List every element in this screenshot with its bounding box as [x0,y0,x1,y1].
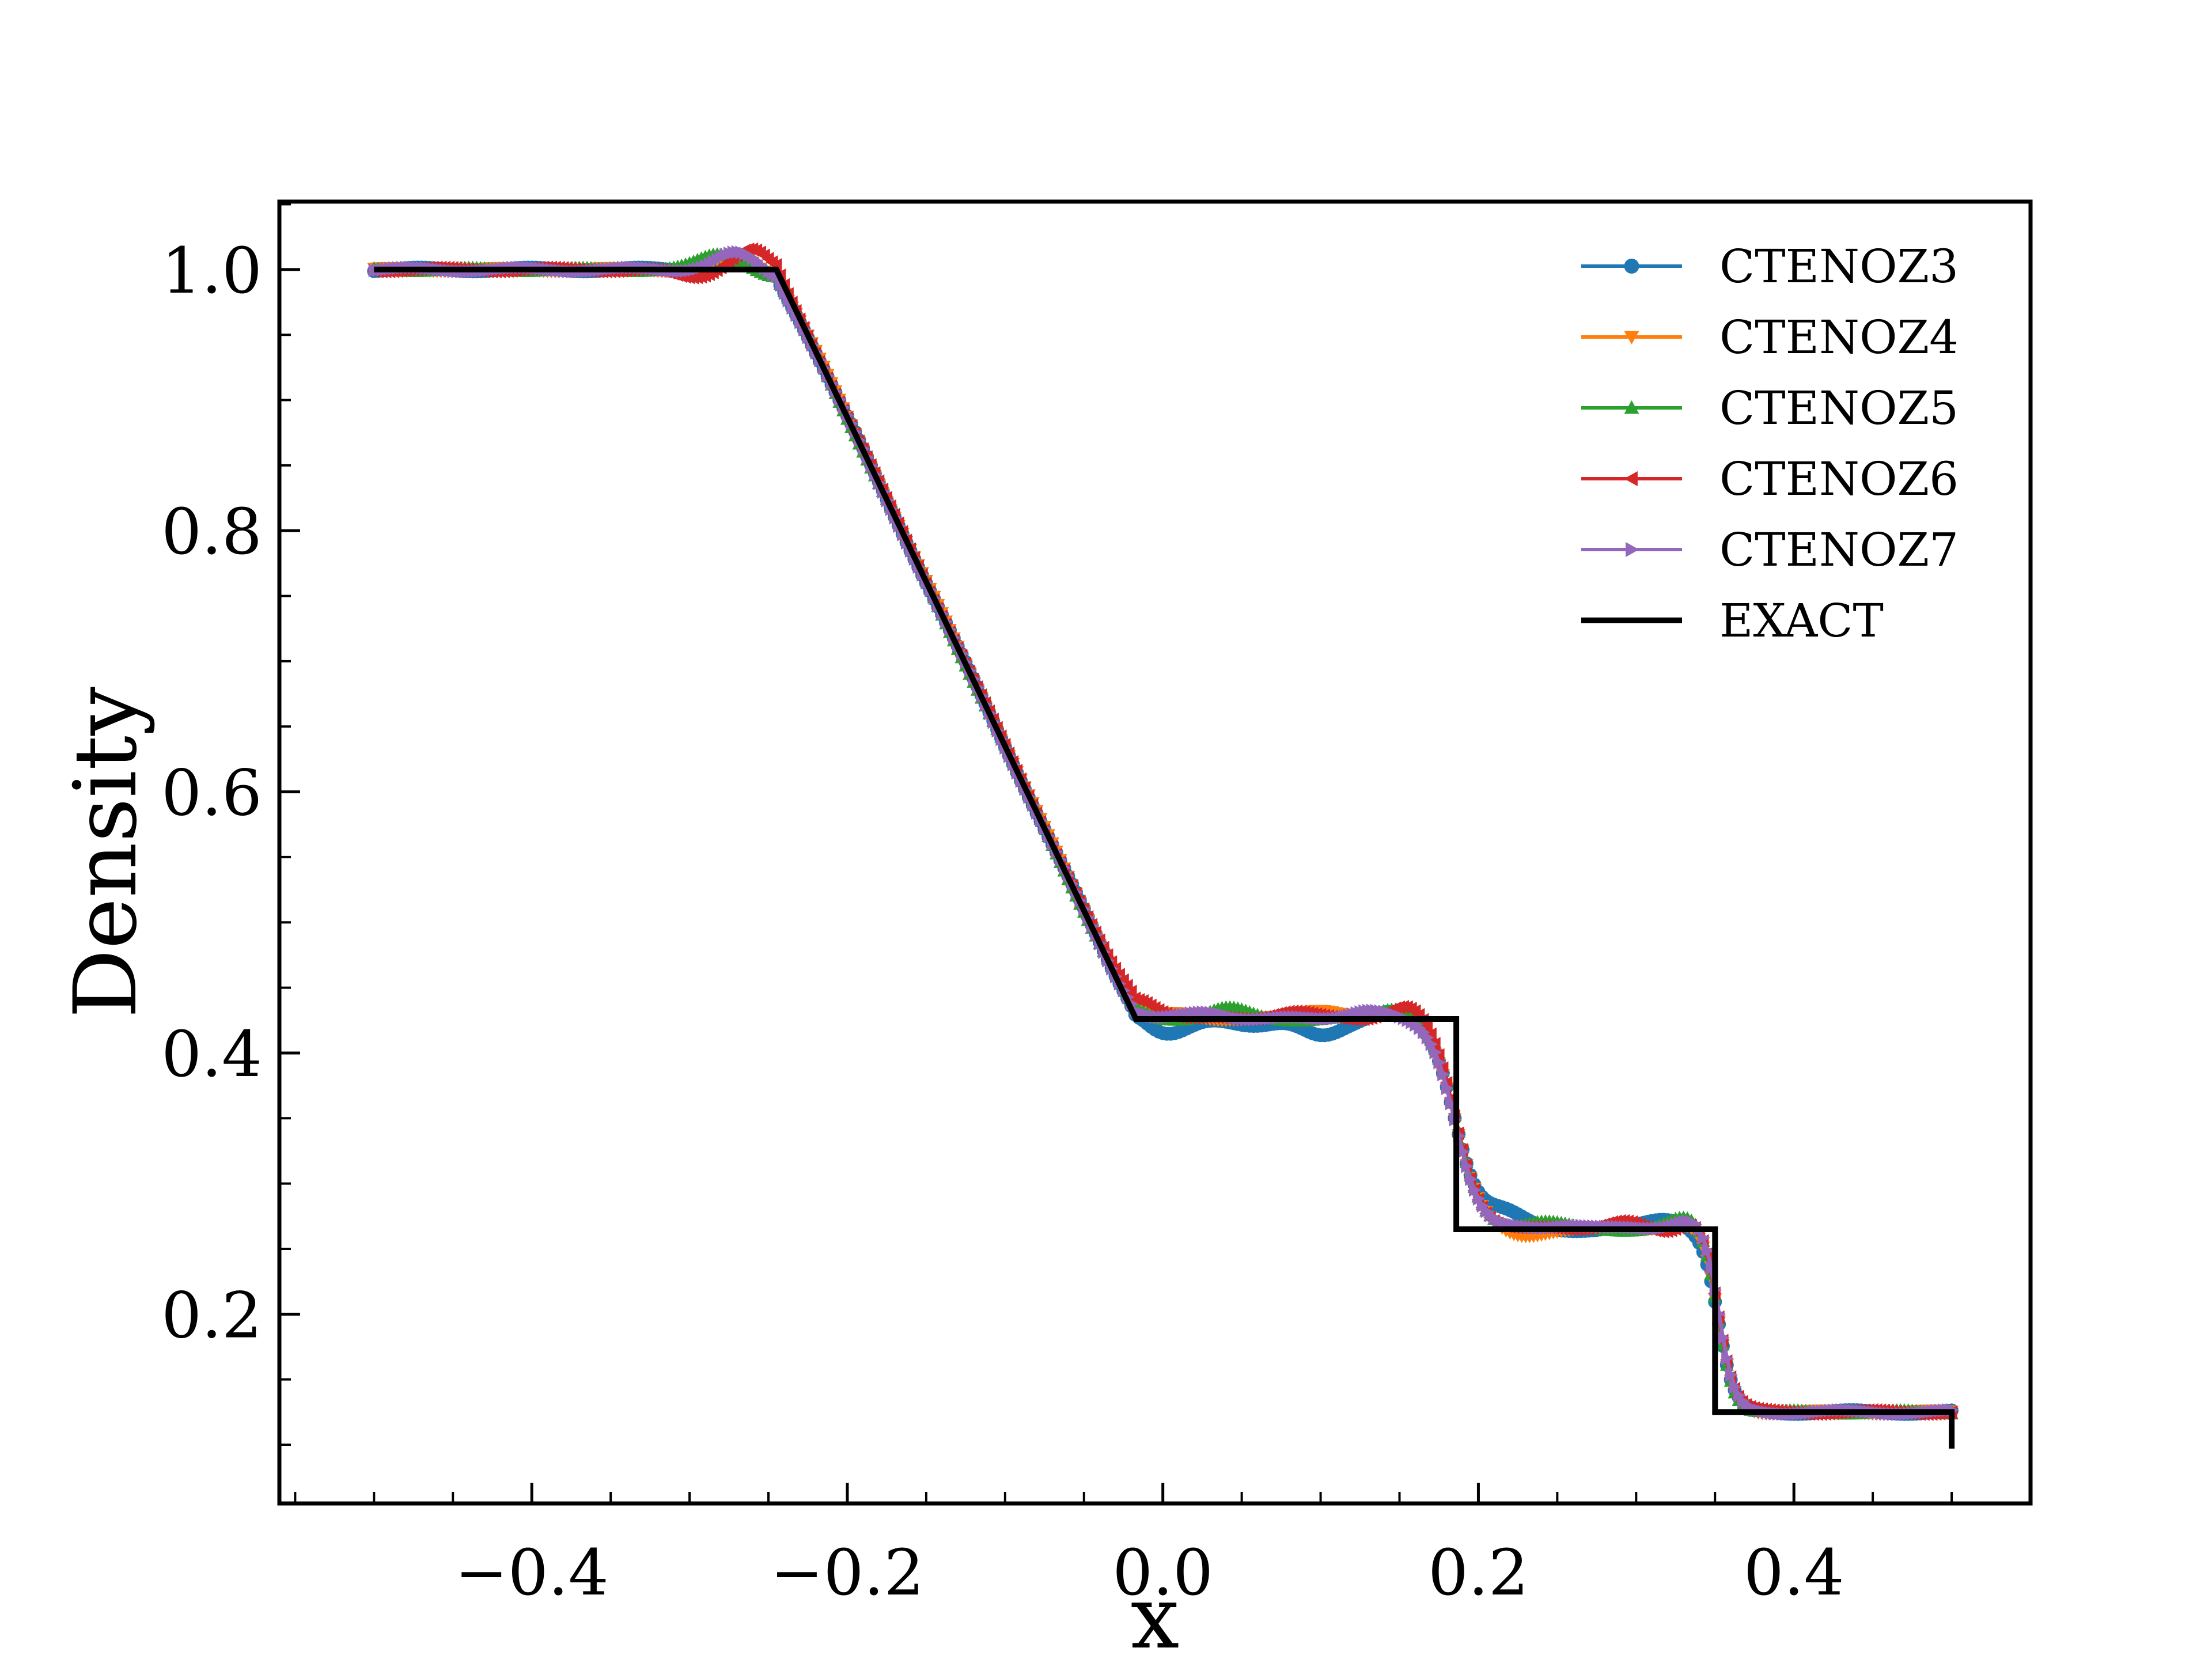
data-point [1429,1046,1442,1060]
x-tick-label: 0.2 [1428,1536,1529,1609]
x-tick-label: 0.0 [1112,1536,1213,1609]
axes-frame [277,199,2033,1506]
legend-label: CTENOZ4 [1719,310,1959,364]
y-tick-label: 0.2 [161,1278,262,1352]
data-point [1717,1331,1730,1345]
data-point [1721,1351,1734,1366]
data-point [1725,1368,1738,1382]
data-point [1701,1244,1714,1258]
series-exact [374,266,1955,1449]
data-point [1472,1192,1486,1206]
data-point [1733,1388,1746,1403]
ticks-layer: −0.4 −0.2 0.0 0.2 0.4 0.2 0.4 0.6 0.8 1.0 [161,203,2032,1609]
legend-item-exact: EXACT [1581,594,1884,647]
data-point [1465,1172,1478,1186]
legend-label: CTENOZ3 [1719,240,1959,293]
series-markers [367,242,1957,1421]
x-tick-label: −0.4 [455,1536,609,1609]
legend-label: CTENOZ7 [1719,523,1959,577]
data-point [1461,1159,1474,1173]
legend-marker [1624,259,1639,274]
data-point [1445,1096,1458,1111]
legend-marker [1624,400,1639,414]
series-ctenoz6 [367,242,1957,1421]
legend-item-ctenoz6: CTENOZ6 [1581,452,1959,506]
data-point [1705,1261,1718,1275]
y-tick-label: 0.4 [161,1017,262,1091]
data-point [1433,1055,1446,1070]
y-axis-label: Density [56,687,156,1018]
legend-label: EXACT [1719,594,1884,647]
data-point [1431,1048,1445,1062]
legend-item-ctenoz4: CTENOZ4 [1581,310,1959,364]
x-axis-label: x [1131,1568,1180,1659]
legend-item-ctenoz5: CTENOZ5 [1581,381,1959,435]
x-tick-label: 0.4 [1744,1536,1844,1609]
y-tick-label: 0.6 [161,756,262,830]
legend-marker [1624,331,1639,344]
legend: CTENOZ3 CTENOZ4 CTENOZ5 CTENOZ6 CTENOZ7 EXACT [1581,240,1959,647]
data-point [1124,984,1137,999]
y-tick-label: 1.0 [161,234,262,308]
data-point [1420,1019,1433,1033]
y-tick-label: 0.8 [161,495,262,569]
data-point [1425,1037,1438,1051]
data-point [1437,1067,1450,1082]
data-point [1441,1081,1454,1095]
exact-solution-line [374,266,1955,1449]
legend-label: CTENOZ6 [1719,452,1959,506]
legend-marker [1626,542,1639,557]
series-layer [367,242,1959,1449]
data-point [1698,1230,1710,1245]
data-point [1468,1183,1482,1197]
legend-item-ctenoz3: CTENOZ3 [1581,240,1959,293]
data-point [1729,1380,1742,1394]
legend-marker [1624,471,1638,486]
legend-item-ctenoz7: CTENOZ7 [1581,523,1959,577]
legend-label: CTENOZ5 [1719,381,1959,435]
x-tick-label: −0.2 [770,1536,924,1609]
data-point [1421,1031,1434,1045]
data-point [1457,1145,1470,1159]
